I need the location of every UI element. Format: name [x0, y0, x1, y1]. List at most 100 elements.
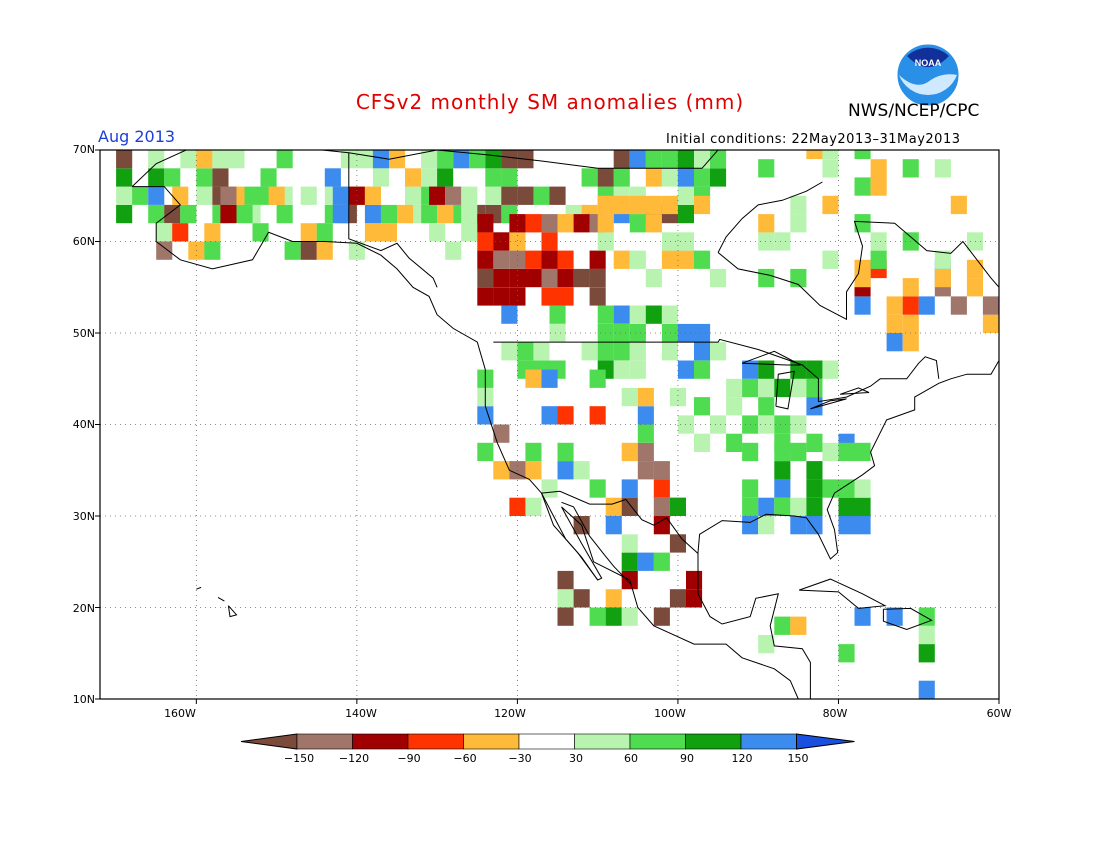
anomaly-cell [180, 150, 197, 169]
anomaly-cell [525, 442, 542, 462]
colorbar-label: 120 [731, 752, 753, 765]
anomaly-cell [116, 204, 133, 224]
anomaly-cell [854, 214, 871, 233]
anomaly-cell [461, 204, 478, 224]
anomaly-cell [629, 323, 646, 343]
anomaly-cell [196, 186, 213, 205]
anomaly-cell [212, 168, 229, 187]
anomaly-cell [621, 552, 638, 571]
anomaly-cell [212, 150, 229, 169]
anomaly-cell [902, 296, 919, 315]
colorbar-label: 90 [680, 752, 694, 765]
anomaly-cell [501, 168, 518, 187]
anomaly-cell [838, 497, 855, 516]
anomaly-cell [822, 150, 839, 160]
anomaly-cell [541, 214, 558, 233]
anomaly-cell [541, 268, 558, 288]
anomaly-cell [485, 186, 502, 205]
month-label: Aug 2013 [98, 127, 176, 146]
anomaly-cell [525, 461, 542, 480]
anomaly-cell [284, 241, 301, 260]
lat-label: 40N [72, 418, 95, 431]
anomaly-cell [710, 415, 727, 434]
anomaly-cell [838, 479, 855, 498]
anomaly-cell [694, 433, 711, 452]
anomaly-cell [854, 442, 871, 462]
coastline [839, 387, 870, 395]
anomaly-cell [661, 168, 678, 187]
anomaly-cell [790, 497, 807, 516]
colorbar-label: 60 [624, 752, 638, 765]
anomaly-cell [758, 397, 775, 416]
anomaly-cell [148, 150, 165, 169]
anomaly-cell [629, 305, 646, 324]
anomaly-cell [541, 479, 558, 498]
anomaly-cell [742, 479, 759, 498]
colorbar-label: 30 [569, 752, 583, 765]
anomaly-cell [694, 195, 711, 215]
anomaly-cell [164, 204, 181, 224]
org-label: NWS/NCEP/CPC [848, 101, 980, 121]
anomaly-cell [316, 241, 333, 260]
anomaly-cell [557, 250, 574, 269]
anomaly-cell [405, 186, 422, 205]
anomaly-cell [573, 214, 590, 233]
anomaly-cell [525, 250, 542, 269]
anomaly-cell [493, 461, 510, 480]
anomaly-cell [669, 497, 686, 516]
anomaly-cell [493, 232, 510, 251]
anomaly-cell [509, 497, 526, 516]
anomaly-cell [397, 204, 414, 224]
coastline [131, 150, 719, 187]
anomaly-cell [645, 305, 662, 324]
anomaly-cell [661, 305, 678, 324]
anomaly-cell [268, 186, 285, 205]
anomaly-cell [501, 305, 518, 324]
anomaly-cell [501, 150, 518, 169]
gridlines [95, 149, 1000, 704]
anomaly-cell [597, 305, 614, 324]
colorbar-label: 150 [787, 752, 809, 765]
anomaly-cell [710, 168, 727, 187]
anomaly-cell [822, 195, 839, 215]
anomaly-cell [252, 223, 269, 242]
anomaly-cell [637, 442, 654, 462]
anomaly-cell [581, 168, 598, 187]
map-frame [99, 149, 1000, 700]
anomaly-cell [493, 424, 510, 443]
anomaly-cell [429, 186, 446, 205]
anomaly-cell [597, 214, 614, 233]
anomaly-cell [316, 223, 333, 242]
anomaly-cell [541, 369, 558, 388]
anomaly-cell [356, 150, 373, 169]
anomaly-cell [854, 268, 871, 288]
anomaly-cell [605, 589, 622, 608]
anomaly-cell [758, 497, 775, 516]
anomaly-cell [116, 168, 133, 187]
anomaly-cell [132, 186, 149, 205]
anomaly-cell [982, 296, 999, 315]
anomaly-cell [541, 287, 558, 306]
anomaly-cell [485, 168, 502, 187]
anomaly-cell [806, 461, 823, 480]
anomaly-cell [621, 607, 638, 626]
anomaly-cell [461, 186, 478, 205]
anomaly-cell [437, 204, 454, 224]
anomaly-cell [661, 150, 678, 169]
anomaly-cell [509, 232, 526, 251]
lon-label: 140W [345, 707, 377, 720]
anomaly-cell [790, 378, 807, 398]
anomaly-cell [525, 369, 542, 388]
anomaly-cell [918, 625, 935, 645]
anomaly-cell [509, 250, 526, 269]
anomaly-cell [220, 204, 237, 224]
anomaly-cell [645, 195, 662, 215]
lat-label: 50N [72, 327, 95, 340]
anomaly-cell [549, 305, 566, 324]
anomaly-cell [758, 415, 775, 434]
anomaly-cell [918, 644, 935, 663]
anomaly-cell [597, 168, 614, 187]
anomaly-cell [116, 186, 133, 205]
anomaly-cell [541, 250, 558, 269]
anomaly-cell [621, 497, 638, 516]
